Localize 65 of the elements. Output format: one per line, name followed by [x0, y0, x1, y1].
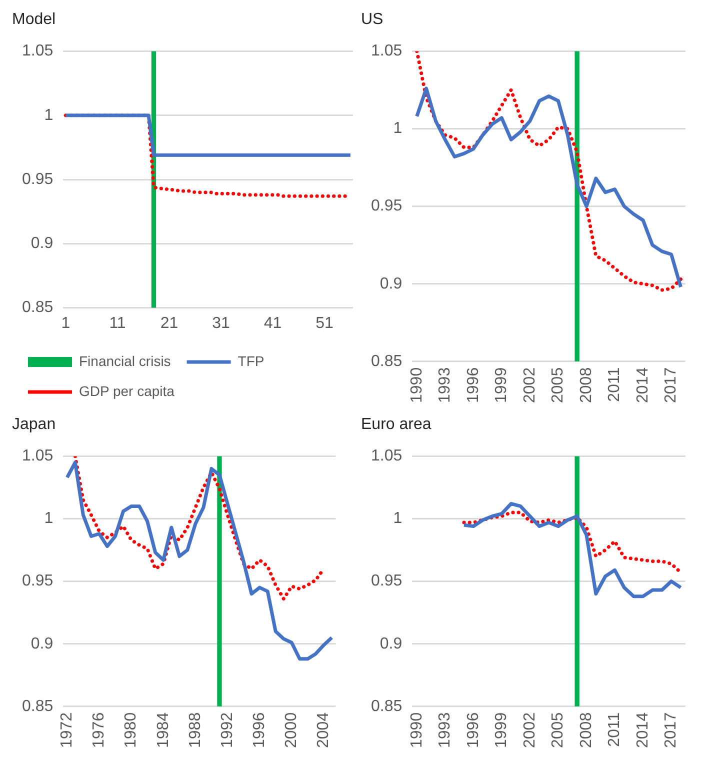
x-tick-label: 2017 [662, 712, 680, 748]
y-tick-label: 0.95 [371, 572, 402, 590]
x-tick-label: 1993 [436, 712, 454, 748]
y-tick-label: 0.95 [22, 170, 54, 188]
line-series [73, 456, 326, 601]
x-tick-label: 11 [109, 314, 126, 332]
y-tick-label: 1 [44, 106, 54, 124]
x-tick-label: 1980 [122, 712, 140, 748]
x-tick-label: 1996 [464, 367, 482, 403]
legend-label: TFP [238, 352, 264, 369]
x-tick-label: 2011 [606, 367, 624, 402]
y-tick-label: 0.85 [371, 352, 402, 370]
x-tick-label: 31 [212, 314, 230, 332]
x-tick-label: 2008 [578, 712, 595, 748]
x-tick-label: 2000 [283, 712, 300, 748]
x-tick-label: 2011 [606, 712, 624, 747]
x-tick-label: 1976 [90, 712, 108, 748]
line-series [462, 510, 682, 574]
y-tick-label: 1.05 [371, 448, 402, 465]
chart-title: Model [12, 11, 56, 28]
x-tick-label: 1990 [408, 712, 426, 748]
chart-title: Japan [12, 416, 56, 434]
chart-title: US [361, 11, 384, 28]
y-tick-label: 0.85 [22, 698, 54, 715]
y-tick-label: 0.95 [22, 572, 54, 590]
y-tick-label: 1 [393, 510, 402, 528]
y-tick-label: 0.9 [30, 235, 54, 252]
x-tick-label: 1996 [464, 712, 482, 748]
y-tick-label: 1 [393, 120, 402, 138]
y-tick-label: 0.85 [371, 698, 402, 715]
x-tick-label: 21 [160, 314, 178, 332]
line-series [415, 51, 682, 292]
x-tick-label: 1 [61, 314, 70, 332]
x-tick-label: 1992 [218, 712, 236, 748]
x-tick-label: 2014 [634, 367, 652, 403]
x-tick-label: 1999 [493, 367, 510, 403]
x-tick-label: 2008 [578, 367, 595, 403]
y-tick-label: 1.05 [371, 42, 402, 60]
x-tick-label: 2002 [521, 712, 538, 748]
legend-label: GDP per capita [79, 382, 175, 399]
x-tick-label: 2017 [662, 367, 680, 403]
x-tick-label: 41 [264, 314, 282, 332]
y-tick-label: 0.85 [22, 299, 54, 316]
y-tick-label: 0.9 [380, 275, 402, 292]
x-tick-label: 51 [316, 314, 334, 332]
x-tick-label: 2004 [315, 712, 332, 748]
y-tick-label: 1 [44, 510, 54, 528]
x-tick-label: 1972 [58, 712, 76, 748]
y-tick-label: 0.9 [30, 635, 54, 652]
x-tick-label: 1988 [186, 712, 204, 748]
y-tick-label: 1.05 [22, 42, 54, 60]
x-tick-label: 2005 [550, 367, 567, 403]
x-tick-label: 1990 [408, 367, 426, 403]
x-tick-label: 1999 [493, 712, 510, 748]
x-tick-label: 1996 [250, 712, 268, 748]
x-tick-label: 1984 [154, 712, 172, 748]
y-tick-label: 0.95 [371, 198, 402, 215]
x-tick-label: 2014 [634, 712, 652, 748]
x-tick-label: 2005 [550, 712, 567, 748]
x-tick-label: 2002 [521, 367, 538, 403]
y-tick-label: 0.9 [380, 635, 402, 652]
y-tick-label: 1.05 [22, 448, 54, 465]
legend-label: Financial crisis [79, 352, 171, 369]
x-tick-label: 1993 [436, 367, 454, 403]
chart-title: Euro area [361, 416, 432, 434]
